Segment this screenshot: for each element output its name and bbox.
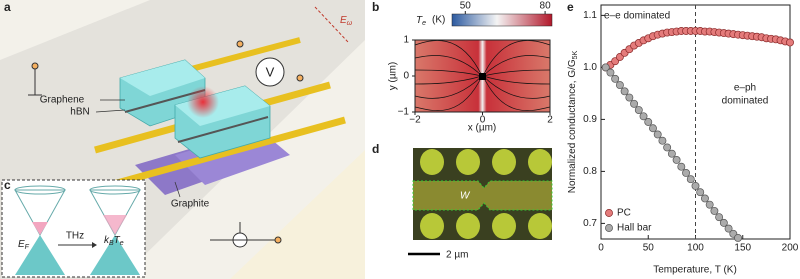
y-tick-label: 0.8: [583, 166, 597, 177]
x-tick-label: 2: [547, 115, 553, 126]
label-hbn: hBN: [70, 107, 89, 118]
annotation: dominated: [722, 96, 769, 107]
microscope-image: [408, 148, 553, 256]
label-sub: 5K: [572, 50, 579, 59]
y-tick-label: 1.1: [583, 10, 597, 21]
panel-letter: d: [372, 142, 379, 156]
label-fermi: EF: [18, 239, 30, 251]
x-tick-label: 50: [643, 243, 655, 254]
label-main: k: [104, 235, 110, 246]
data-point: [653, 130, 662, 139]
data-point: [724, 224, 733, 233]
label-voltmeter: V: [266, 64, 275, 79]
label-sub: e: [120, 240, 124, 247]
x-tick-label: 0: [480, 115, 486, 126]
label-sub: e: [422, 20, 426, 27]
x-tick-label: 200: [782, 243, 799, 254]
label-graphene: Graphene: [40, 95, 85, 106]
data-point: [639, 112, 648, 121]
data-point: [672, 156, 681, 164]
y-tick-label: 1: [403, 35, 409, 46]
label-sub: ω: [347, 20, 353, 27]
label-width: W: [460, 191, 471, 202]
data-point: [677, 162, 686, 171]
data-point: [611, 74, 620, 83]
label-thermal: kBTe: [104, 235, 124, 247]
data-point: [705, 200, 714, 209]
label-field: Eω: [340, 15, 353, 27]
legend-marker: [605, 209, 613, 217]
label-graphite: Graphite: [171, 199, 210, 210]
data-point: [686, 175, 695, 184]
colorbar-unit: (K): [432, 15, 445, 26]
annotation: e–e dominated: [604, 11, 670, 22]
scale-bar-label: 2 µm: [446, 250, 468, 261]
data-point: [625, 93, 634, 102]
legend-label: Hall bar: [617, 223, 652, 234]
panel-letter: e: [567, 0, 574, 14]
data-point: [710, 206, 719, 215]
label-main: E: [340, 15, 347, 26]
data-point: [786, 38, 794, 47]
x-axis-label: x (µm): [468, 123, 497, 134]
label-main: T: [416, 15, 423, 26]
data-point: [620, 87, 629, 96]
annotation: e–ph: [734, 83, 756, 94]
panel-letter: b: [372, 0, 379, 14]
y-tick-label: 1.0: [583, 62, 597, 73]
y-tick-label: 0: [403, 71, 409, 82]
data-point: [682, 169, 691, 177]
x-axis-label: Temperature, T (K): [653, 265, 737, 276]
panel-letter: a: [4, 0, 11, 14]
label-sub: F: [25, 244, 30, 251]
legend-marker: [605, 224, 613, 232]
legend-label: PC: [617, 208, 631, 219]
data-point: [701, 194, 709, 203]
data-point: [696, 188, 705, 197]
colorbar-tick-label: 50: [460, 1, 472, 12]
x-tick-label: 0: [598, 243, 604, 254]
x-tick-label: 150: [734, 243, 751, 254]
label-main: Normalized conductance, G/G: [567, 59, 578, 193]
heatmap: [414, 13, 553, 113]
y-tick-label: 0.7: [583, 218, 597, 229]
data-point: [606, 68, 615, 77]
label-sub: B: [109, 240, 114, 247]
colorbar-tick-label: 80: [540, 1, 552, 12]
y-tick-label: −1: [398, 107, 410, 118]
data-point: [630, 99, 639, 108]
cone-diagram: [1, 179, 146, 278]
data-point: [634, 106, 643, 114]
y-tick-label: 0.9: [583, 114, 597, 125]
data-point: [734, 234, 742, 242]
x-tick-label: −2: [409, 115, 421, 126]
data-point: [663, 143, 672, 152]
data-point: [615, 81, 624, 90]
data-point: [601, 63, 610, 72]
data-point: [719, 218, 728, 227]
data-point: [649, 124, 657, 133]
y-axis-label: y (µm): [388, 62, 399, 91]
data-point: [715, 213, 724, 222]
data-point: [667, 149, 676, 158]
data-point: [658, 136, 667, 145]
label-thz: THz: [66, 231, 84, 242]
data-point: [644, 118, 653, 126]
x-tick-label: 100: [687, 243, 704, 254]
label-main: T: [114, 235, 121, 246]
panel-letter: c: [4, 178, 11, 192]
y-axis-label: Normalized conductance, G/G5K: [567, 50, 579, 193]
data-point: [691, 182, 700, 190]
label-main: E: [18, 239, 25, 250]
colorbar-label: Te: [416, 15, 426, 27]
